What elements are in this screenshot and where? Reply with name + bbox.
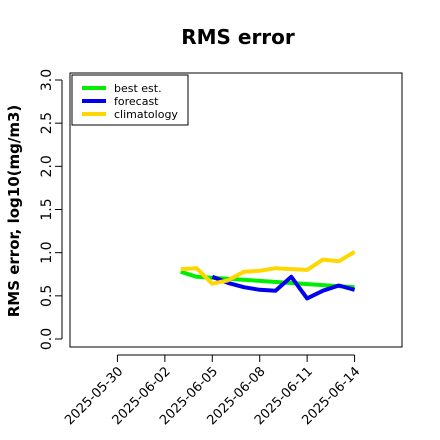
y-tick-label: 2.0 — [39, 155, 55, 177]
x-axis: 2025-05-302025-06-022025-06-052025-06-08… — [62, 354, 363, 428]
y-axis-label: RMS error, log10(mg/m3) — [5, 105, 23, 318]
y-tick-label: 2.5 — [39, 112, 55, 134]
legend-label: forecast — [114, 95, 159, 108]
y-tick-label: 0.5 — [39, 285, 55, 307]
chart-title: RMS error — [181, 25, 295, 49]
legend-label: best est. — [114, 82, 162, 95]
series-line-climatology — [180, 250, 356, 286]
plot-area — [69, 72, 403, 348]
series-layer — [180, 250, 356, 301]
y-tick-label: 1.0 — [39, 242, 55, 264]
y-tick-label: 0.0 — [39, 328, 55, 350]
y-tick-label: 1.5 — [39, 198, 55, 220]
series-line-forecast — [211, 274, 356, 301]
legend-label: climatology — [114, 108, 178, 121]
y-axis: 0.0 0.5 1.0 1.5 2.0 2.5 3.0 — [39, 69, 63, 350]
legend-box — [71, 74, 189, 126]
y-tick-label: 3.0 — [39, 69, 55, 91]
